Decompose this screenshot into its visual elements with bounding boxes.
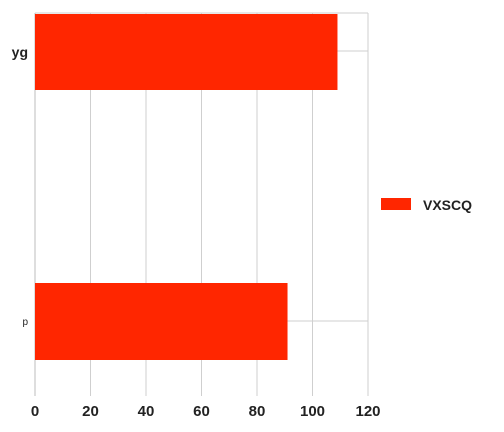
legend-swatch: [381, 198, 411, 210]
y-axis-ticks: yg p: [12, 44, 29, 328]
y-tick-label: p: [22, 317, 28, 328]
x-axis-ticks: 0 20 40 60 80 100 120: [31, 403, 381, 420]
bar-p: [35, 283, 288, 360]
bars: [35, 14, 338, 360]
legend: VXSCQ: [381, 197, 472, 213]
x-tick-label: 120: [355, 403, 380, 420]
x-tick-label: 0: [31, 403, 39, 420]
x-tick-label: 60: [193, 403, 210, 420]
x-tick-label: 80: [249, 403, 266, 420]
bar-yg: [35, 14, 338, 90]
y-tick-label: yg: [12, 44, 28, 60]
x-tick-label: 20: [82, 403, 99, 420]
legend-label: VXSCQ: [423, 197, 472, 213]
x-tick-label: 40: [138, 403, 155, 420]
x-tick-label: 100: [300, 403, 325, 420]
